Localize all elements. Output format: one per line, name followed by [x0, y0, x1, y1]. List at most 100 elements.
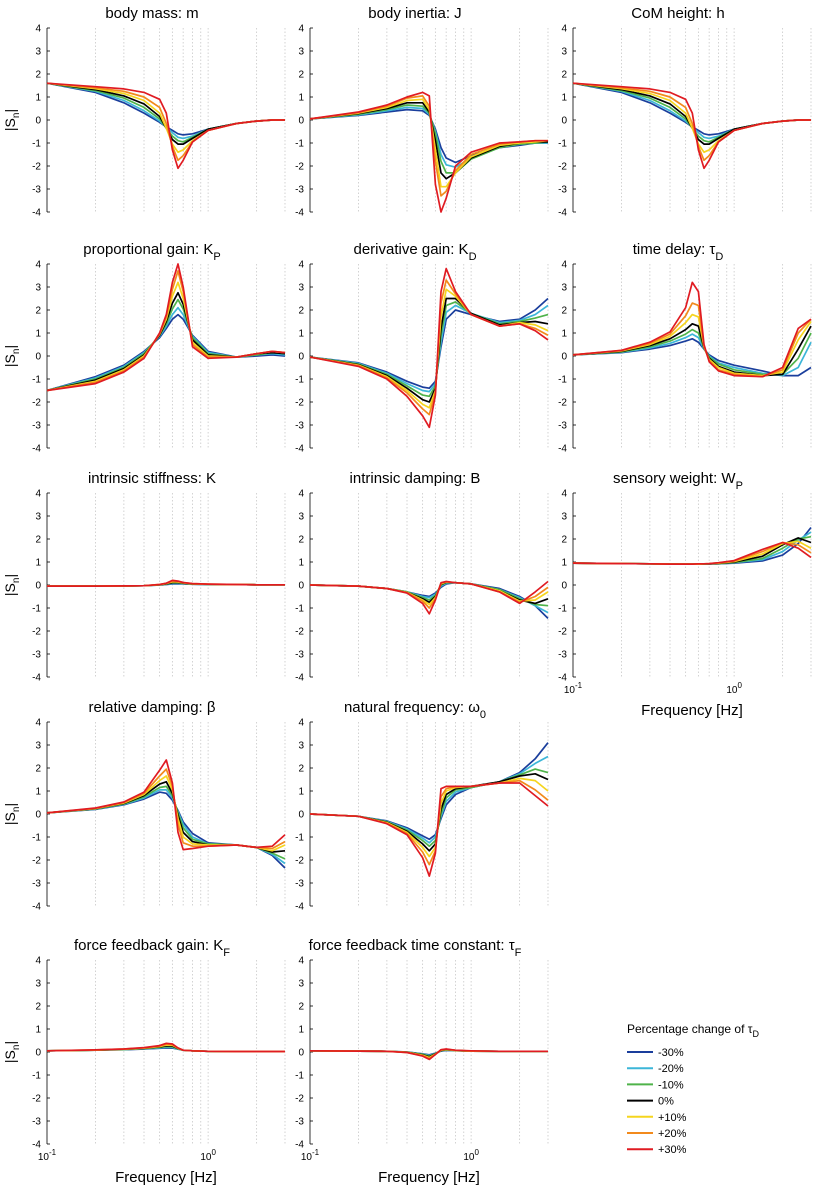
series-line-0% [309, 297, 549, 403]
y-tick-label: 3 [561, 512, 567, 523]
y-tick-label: 2 [35, 764, 41, 775]
y-tick-label: 4 [35, 489, 41, 500]
y-tick-label: 2 [298, 1002, 304, 1013]
series-line-+30% [309, 91, 548, 213]
y-tick-label: 0 [298, 352, 304, 363]
y-tick-label: -3 [558, 650, 567, 661]
series-line-+10% [309, 777, 549, 858]
legend-label: +30% [658, 1144, 687, 1156]
y-tick-label: -2 [32, 627, 41, 638]
panel-11: 4 3 2 1 0 -1 -2 -3 -4 natural frequency: ω0 [295, 699, 549, 913]
series-line-+30% [309, 782, 549, 877]
y-tick-label: 3 [35, 47, 41, 58]
y-tick-label: 0 [35, 116, 41, 127]
y-tick-label: 0 [298, 581, 304, 592]
panel-1: 4 3 2 1 0 -1 -2 -3 -4 |Sn| body mass: m [2, 5, 286, 219]
y-tick-label: -3 [32, 185, 41, 196]
panel-8: 4 3 2 1 0 -1 -2 -3 -4 intrinsic damping: B [295, 470, 549, 684]
y-tick-label: 1 [35, 329, 41, 340]
panel-title: body mass: m [105, 5, 198, 22]
series-line-+20% [309, 779, 549, 866]
y-tick-label: 3 [561, 283, 567, 294]
y-tick-label: -2 [32, 1094, 41, 1105]
legend-label: 0% [658, 1096, 674, 1108]
y-tick-label: -3 [32, 650, 41, 661]
series-line-+20% [309, 279, 549, 416]
series-line-+10% [309, 98, 549, 188]
series-line--10% [309, 104, 549, 174]
legend-label: +10% [658, 1112, 687, 1124]
y-tick-label: -3 [295, 185, 304, 196]
panel-10: 4 3 2 1 0 -1 -2 -3 -4 |Sn| relative damping: β [2, 699, 286, 913]
y-axis-label: |Sn| [2, 574, 22, 596]
y-tick-label: 1 [561, 93, 567, 104]
series-line--20% [46, 789, 286, 865]
y-tick-label: -2 [295, 162, 304, 173]
panel-title: natural frequency: ω0 [344, 699, 486, 721]
y-tick-label: 2 [298, 535, 304, 546]
y-axis-label: |Sn| [2, 1041, 22, 1063]
y-tick-label: -2 [558, 162, 567, 173]
y-tick-label: -2 [32, 398, 41, 409]
y-tick-label: 1 [298, 1025, 304, 1036]
y-tick-label: -4 [295, 673, 304, 684]
y-tick-label: -1 [558, 604, 567, 615]
series-line-+30% [46, 82, 285, 170]
y-tick-label: 4 [35, 956, 41, 967]
y-tick-label: -1 [295, 833, 304, 844]
series-line-+10% [46, 281, 286, 392]
panel-title: CoM height: h [631, 5, 724, 22]
series-line-0% [46, 291, 286, 392]
y-tick-label: -4 [558, 208, 567, 219]
y-tick-label: 2 [561, 535, 567, 546]
y-tick-label: 1 [298, 93, 304, 104]
series-line--10% [309, 301, 549, 398]
y-tick-label: -3 [558, 185, 567, 196]
y-tick-label: -1 [295, 139, 304, 150]
y-tick-label: -1 [32, 604, 41, 615]
y-tick-label: -2 [295, 856, 304, 867]
y-tick-label: 3 [298, 283, 304, 294]
y-tick-label: 2 [298, 764, 304, 775]
y-tick-label: -2 [558, 627, 567, 638]
series-line-+30% [47, 579, 285, 587]
y-tick-label: -2 [32, 162, 41, 173]
y-tick-label: -1 [32, 375, 41, 386]
series-line-+30% [309, 1048, 548, 1061]
y-tick-label: -2 [32, 856, 41, 867]
panel-3: 4 3 2 1 0 -1 -2 -3 -4 CoM height: h [558, 5, 812, 219]
series-line--30% [46, 791, 286, 869]
series-line-+10% [309, 288, 549, 409]
panel-title: time delay: τD [633, 241, 724, 263]
y-tick-label: 0 [561, 352, 567, 363]
y-tick-label: -1 [295, 1071, 304, 1082]
x-axis-label: Frequency [Hz] [641, 702, 743, 719]
y-tick-label: 1 [561, 329, 567, 340]
y-tick-label: 3 [298, 512, 304, 523]
series-line--30% [309, 108, 548, 164]
y-tick-label: 1 [35, 787, 41, 798]
series-line-+20% [46, 270, 286, 392]
y-tick-label: -4 [295, 1140, 304, 1151]
y-tick-label: 1 [35, 558, 41, 569]
y-tick-label: 0 [35, 1048, 41, 1059]
y-tick-label: 0 [35, 810, 41, 821]
y-tick-label: 3 [35, 741, 41, 752]
y-tick-label: 1 [298, 558, 304, 569]
y-tick-label: 3 [298, 741, 304, 752]
legend-label: +20% [658, 1128, 687, 1140]
panel-title: force feedback gain: KF [74, 937, 230, 959]
series-line--10% [46, 785, 286, 860]
y-tick-label: 4 [35, 260, 41, 271]
legend-label: -10% [658, 1079, 684, 1091]
y-tick-label: 3 [35, 979, 41, 990]
y-tick-label: 4 [561, 260, 567, 271]
y-tick-label: -4 [295, 444, 304, 455]
series-line-+30% [572, 82, 811, 170]
panel-title: sensory weight: WP [613, 470, 743, 492]
panel-4: 4 3 2 1 0 -1 -2 -3 -4 |Sn| proportional gain: KP [2, 241, 286, 455]
y-tick-label: 4 [298, 24, 304, 35]
y-tick-label: -1 [558, 375, 567, 386]
